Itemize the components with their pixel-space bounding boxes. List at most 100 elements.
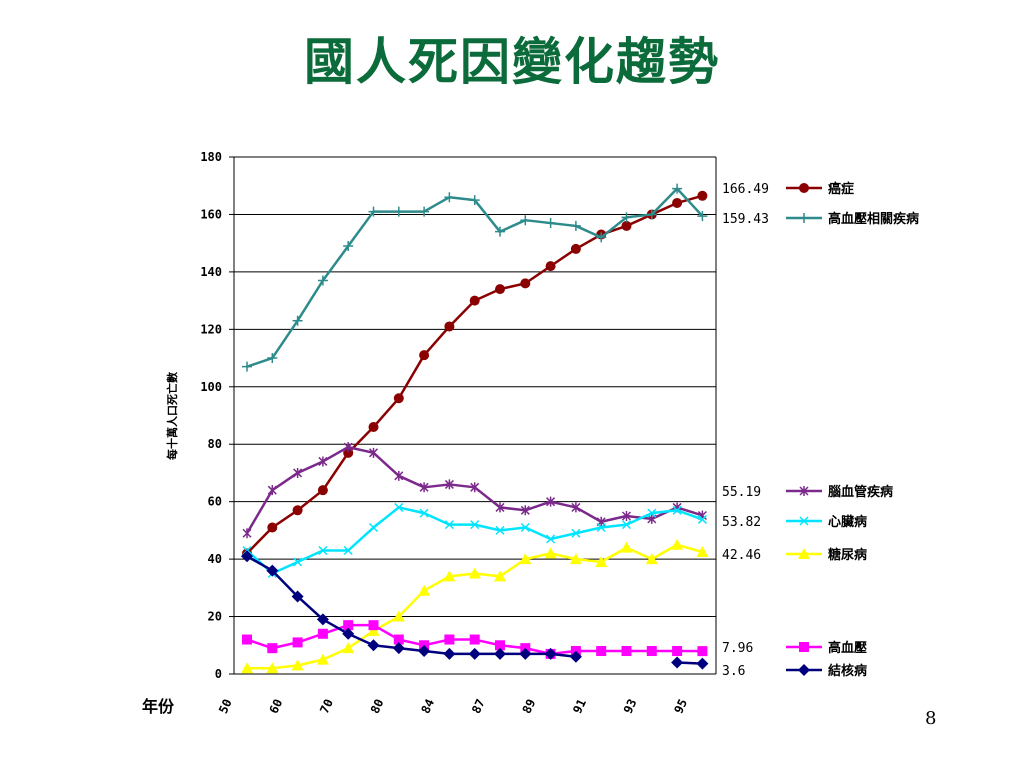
legend-label: 腦血管疾病 [828,484,893,500]
data-point [292,637,303,648]
legend-marker [799,486,809,496]
data-point [546,534,556,544]
series-糖尿病 [241,538,709,674]
data-point [495,525,505,535]
data-point [545,261,556,272]
data-point [596,646,607,657]
data-point [595,555,608,567]
data-point [645,553,658,565]
x-tick-label: 80 [368,697,387,716]
data-point [697,646,708,657]
end-value-label: 7.96 [722,641,753,656]
data-point [545,218,556,229]
legend-label: 高血壓相關疾病 [828,211,919,227]
x-tick-label: 60 [267,697,286,716]
data-point [494,570,506,582]
end-value-label: 159.43 [722,212,769,227]
data-point [292,315,303,326]
legend-marker [799,183,809,193]
data-point [242,361,252,372]
data-point [368,522,379,533]
data-point [520,278,531,289]
legend-entry: 42.46 糖尿病 [722,547,867,563]
data-point [292,505,303,516]
data-point [291,590,304,603]
data-point [697,190,708,201]
y-tick-label: 140 [200,265,222,279]
data-point [443,647,456,660]
data-point [494,647,506,660]
legend-entry: 166.49 癌症 [722,181,854,197]
y-tick-label: 120 [200,322,222,336]
data-point [242,634,252,645]
legend: 166.49 癌症 159.43 高血壓相關疾病 55.19 腦血管疾病 53.82 心臟病 4… [722,181,919,679]
data-point [596,232,607,243]
data-point [393,634,404,645]
data-point [672,183,683,194]
data-point [343,241,354,252]
legend-label: 糖尿病 [828,547,867,563]
data-point [444,520,454,530]
data-point [267,643,278,654]
legend-marker [799,213,809,223]
series-line [246,187,704,368]
data-point [495,640,505,651]
data-point [342,627,355,640]
data-point [571,528,581,538]
data-point [367,624,380,636]
x-tick-label: 50 [216,697,235,716]
data-point [418,645,431,658]
data-point [469,295,480,306]
data-point [520,505,530,516]
data-point [419,508,429,518]
data-point [620,541,633,553]
legend-entry: 53.82 心臟病 [722,514,867,530]
data-point [495,226,505,237]
data-point [468,567,481,579]
axes [233,157,717,674]
data-point [569,650,582,663]
data-point [570,243,581,254]
data-point [418,584,431,596]
legend-entry: 7.96 高血壓 [722,640,867,656]
y-axis-label: 每十萬人口死亡數 [165,372,179,460]
legend-label: 高血壓 [828,640,867,656]
data-point [520,215,531,226]
data-point [316,613,329,626]
series-心臟病 [242,502,707,579]
data-point [621,511,632,522]
data-point [368,447,379,458]
x-tick-label: 91 [570,697,589,716]
data-point [469,195,480,206]
data-point [495,502,505,513]
data-point [394,502,404,512]
data-point [596,522,606,533]
y-tick-label: 100 [200,380,222,394]
data-point [419,206,430,217]
end-value-label: 166.49 [722,182,769,197]
data-point [470,482,480,493]
data-point [394,470,404,481]
data-point [570,220,581,231]
data-point [368,421,379,432]
data-point [697,514,707,524]
data-point [544,547,557,559]
y-tick-label: 180 [200,150,222,164]
data-point [671,538,684,550]
end-value-label: 42.46 [722,548,761,563]
data-point [241,662,253,674]
data-point [646,646,657,657]
legend-label: 結核病 [828,663,867,679]
data-point [343,545,353,556]
end-value-label: 55.19 [722,485,761,500]
data-point [520,522,530,533]
data-point [267,353,278,364]
data-point [343,620,354,631]
data-point [242,528,252,539]
data-point [672,197,683,208]
data-point [393,393,404,404]
y-tick-label: 160 [200,207,222,221]
data-point [367,639,380,652]
legend-marker [799,642,809,652]
